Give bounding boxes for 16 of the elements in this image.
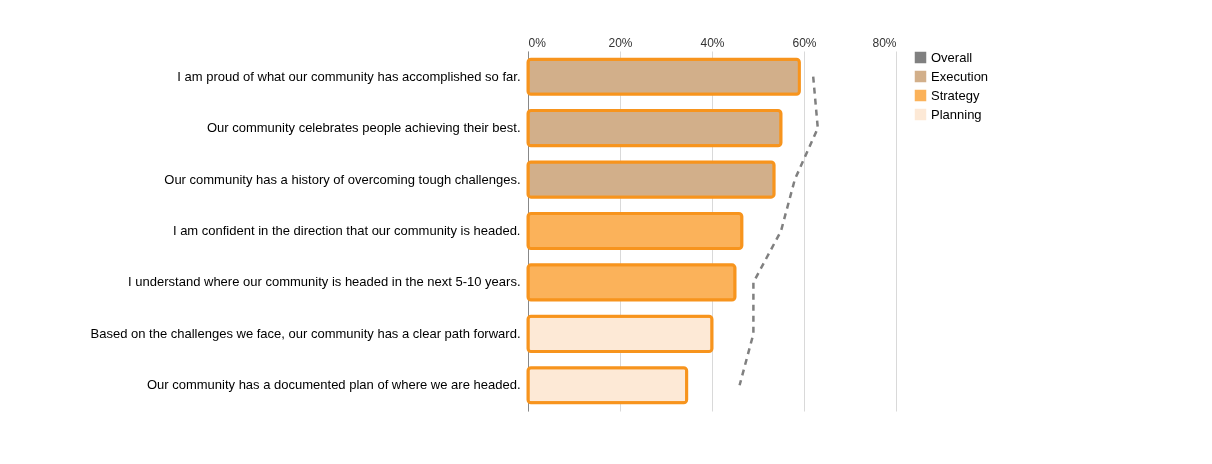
x-tick-label: 60% (792, 35, 817, 50)
x-tick-label: 40% (700, 35, 725, 50)
legend-label: Overall (931, 49, 973, 65)
x-tick-label: 20% (608, 35, 633, 50)
legend-label: Execution (931, 68, 989, 84)
legend-label: Planning (931, 106, 982, 122)
x-tick-label: 80% (872, 35, 897, 50)
y-tick-label: Our community celebrates people achieving their best. (206, 120, 521, 136)
y-tick-label: I understand where our community is headed in the next 5-10 years. (128, 274, 521, 290)
x-tick-label: 0% (528, 35, 547, 50)
y-tick-label: I am confident in the direction that our community is headed. (172, 223, 521, 238)
y-tick-label: Based on the challenges we face, our community has a clear path forward. (90, 325, 521, 341)
legend-label: Strategy (931, 87, 980, 103)
y-tick-label: Our community has a history of overcoming tough challenges. (164, 171, 521, 187)
y-tick-label: Our community has a documented plan of where we are headed. (146, 377, 521, 393)
y-tick-label: I am proud of what our community has accomplished so far. (177, 68, 521, 84)
